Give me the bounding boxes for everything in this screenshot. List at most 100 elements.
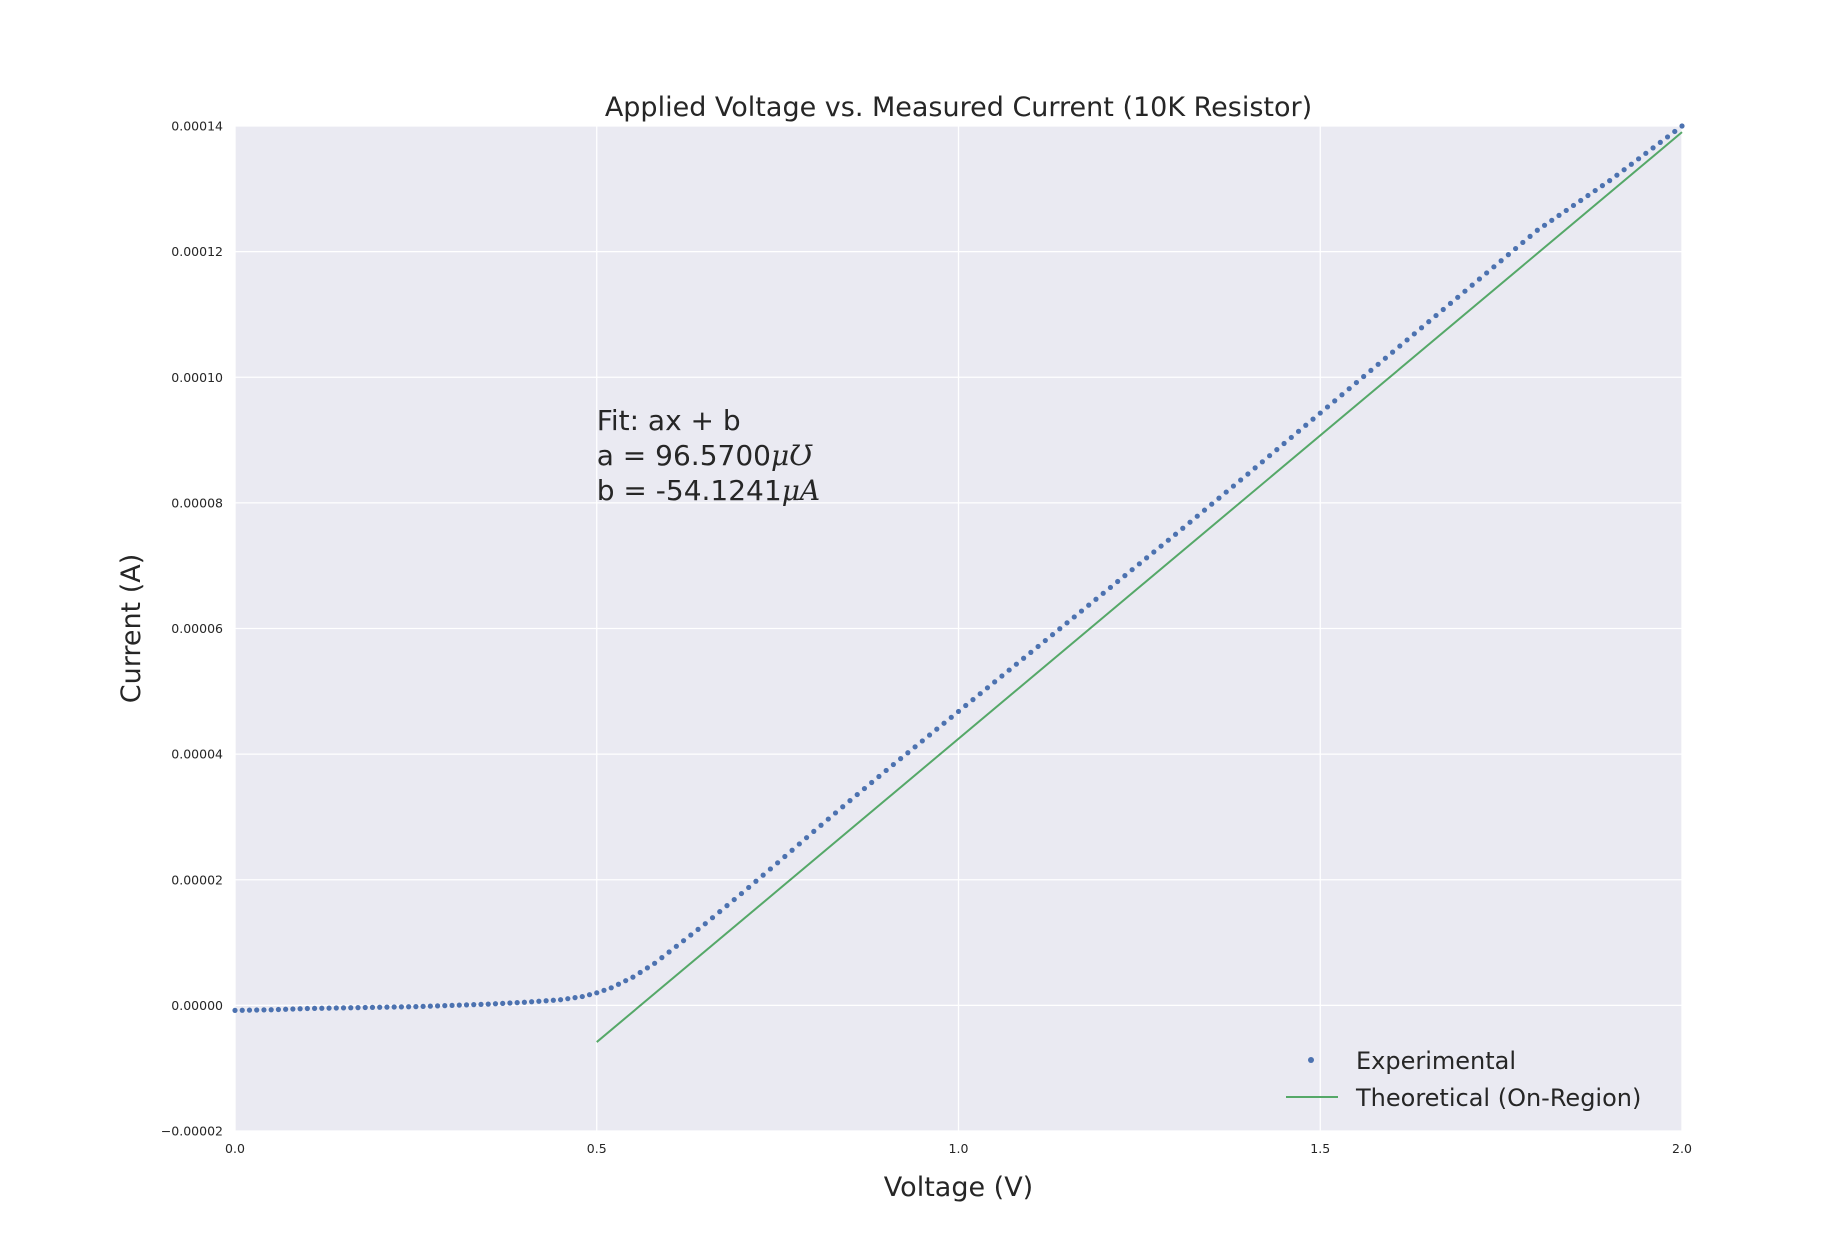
experimental-point <box>1339 392 1345 398</box>
experimental-point <box>319 1005 325 1011</box>
experimental-point <box>1281 440 1287 447</box>
fit-b-unit: μA <box>782 474 820 507</box>
experimental-point <box>239 1007 245 1013</box>
experimental-point <box>724 903 730 909</box>
experimental-point <box>803 835 810 841</box>
experimental-point <box>369 1004 376 1010</box>
experimental-point <box>1411 331 1417 337</box>
experimental-point <box>652 960 658 966</box>
experimental-point <box>760 872 766 878</box>
experimental-point <box>840 804 846 810</box>
experimental-point <box>738 890 745 897</box>
experimental-point <box>1346 386 1352 392</box>
experimental-point <box>905 750 911 756</box>
experimental-point <box>717 909 723 915</box>
y-tick-label: 0.00000 <box>171 998 223 1013</box>
experimental-point <box>1607 178 1613 184</box>
experimental-point <box>434 1003 441 1009</box>
experimental-point <box>999 673 1005 679</box>
experimental-point <box>1397 343 1403 349</box>
experimental-point <box>449 1002 455 1008</box>
experimental-point <box>471 1002 477 1008</box>
experimental-point <box>283 1006 289 1012</box>
experimental-point <box>637 969 643 976</box>
y-tick-label: 0.00002 <box>171 872 223 887</box>
y-tick-label: 0.00012 <box>171 244 223 259</box>
experimental-point <box>1021 655 1027 661</box>
experimental-point <box>1071 614 1077 620</box>
experimental-point <box>1180 525 1186 531</box>
experimental-point <box>586 992 593 998</box>
experimental-point <box>709 915 716 921</box>
experimental-point <box>377 1004 383 1010</box>
experimental-point <box>912 744 918 750</box>
experimental-point <box>594 990 600 996</box>
legend: Experimental Theoretical (On-Region) <box>1286 1047 1641 1112</box>
experimental-point <box>543 998 549 1004</box>
experimental-point <box>1426 319 1432 325</box>
experimental-point <box>572 995 578 1001</box>
y-tick-label: 0.00008 <box>171 495 223 510</box>
experimental-point <box>1317 410 1323 416</box>
experimental-point <box>333 1005 339 1011</box>
experimental-point <box>456 1002 462 1008</box>
x-tick-label: 2.0 <box>1672 1141 1692 1156</box>
experimental-point <box>507 1000 513 1006</box>
experimental-point <box>1324 404 1331 410</box>
experimental-point <box>1049 632 1056 638</box>
experimental-point <box>442 1003 448 1009</box>
experimental-point <box>1635 156 1642 162</box>
experimental-point <box>463 1002 470 1008</box>
x-axis-label: Voltage (V) <box>884 1172 1033 1203</box>
experimental-point <box>1201 507 1208 513</box>
experimental-point <box>348 1005 354 1011</box>
experimental-point <box>919 738 925 744</box>
experimental-point <box>500 1000 506 1006</box>
experimental-point <box>1650 145 1656 151</box>
experimental-point <box>1527 233 1533 239</box>
experimental-point <box>1288 434 1294 441</box>
chart-title: Applied Voltage vs. Measured Current (10… <box>605 92 1312 123</box>
experimental-point <box>955 708 962 715</box>
experimental-point <box>1657 139 1663 145</box>
fit-a-value: a = 96.5700μƱ <box>597 439 813 472</box>
x-tick-label: 0.5 <box>587 1141 607 1156</box>
experimental-point <box>1158 543 1164 549</box>
experimental-point <box>355 1005 361 1011</box>
experimental-point <box>514 1000 520 1006</box>
experimental-point <box>1078 608 1085 614</box>
experimental-point <box>832 810 839 816</box>
experimental-point <box>644 965 650 971</box>
experimental-point <box>1310 416 1316 422</box>
x-tick-label: 1.5 <box>1310 1141 1330 1156</box>
experimental-point <box>1469 282 1475 288</box>
experimental-point <box>1621 167 1627 173</box>
experimental-point <box>1303 422 1309 428</box>
experimental-point <box>1491 264 1497 270</box>
experimental-point <box>680 938 687 944</box>
experimental-point <box>246 1007 253 1013</box>
y-tick-label: 0.00010 <box>171 370 223 385</box>
experimental-point <box>811 828 817 834</box>
experimental-point <box>1462 288 1468 294</box>
experimental-point <box>1238 477 1244 483</box>
experimental-point <box>1057 626 1063 632</box>
experimental-point <box>1404 337 1410 343</box>
experimental-point <box>1122 573 1128 579</box>
experimental-point <box>398 1004 405 1010</box>
experimental-point <box>492 1001 499 1007</box>
experimental-point <box>1353 379 1360 386</box>
experimental-point <box>926 732 933 738</box>
experimental-point <box>391 1004 397 1010</box>
experimental-point <box>1187 519 1193 525</box>
experimental-point <box>1216 495 1222 501</box>
experimental-point <box>702 921 708 927</box>
experimental-point <box>420 1003 426 1009</box>
experimental-point <box>1093 596 1099 602</box>
experimental-point <box>1599 183 1606 189</box>
experimental-point <box>1390 349 1396 355</box>
experimental-point <box>1013 661 1019 667</box>
experimental-point <box>311 1005 318 1011</box>
experimental-point <box>579 993 585 1000</box>
experimental-point <box>948 714 954 720</box>
